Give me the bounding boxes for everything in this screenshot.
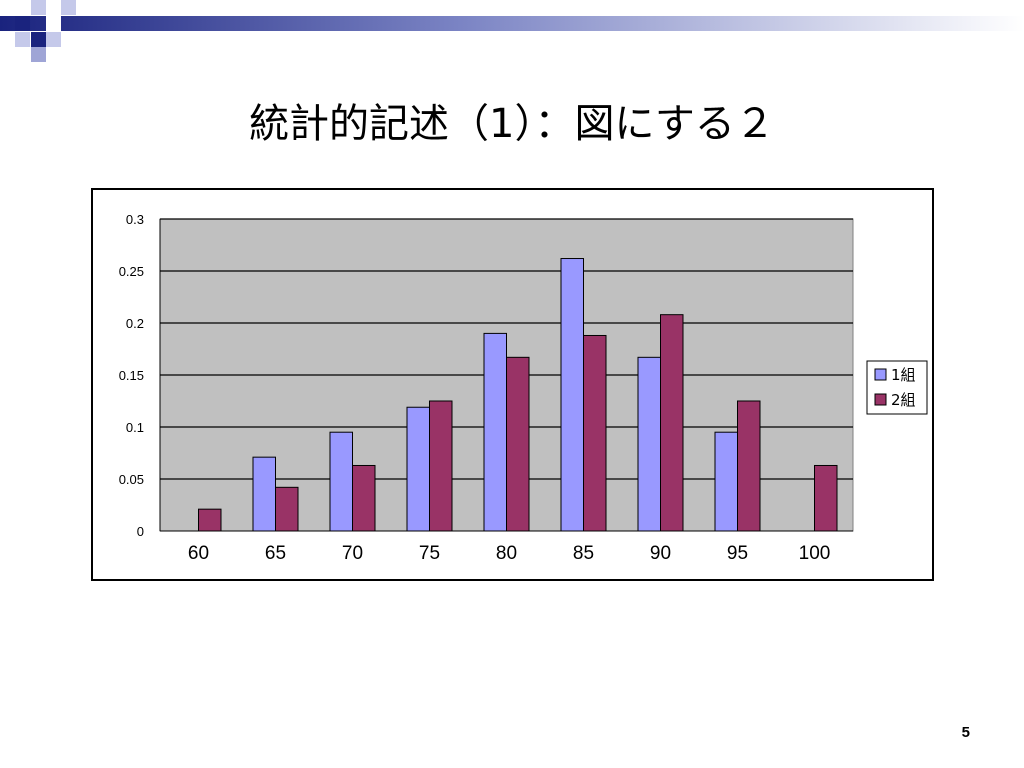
x-tick-label: 80 — [496, 543, 517, 564]
bar-2-75 — [429, 400, 453, 532]
chart-frame: 0 0.05 0.1 0.15 0.2 0.25 0.3 60 65 70 75 80 85 90 95 1… — [91, 188, 934, 581]
bar-2-65 — [275, 486, 299, 532]
header-square — [31, 0, 46, 15]
bar-chart: 0 0.05 0.1 0.15 0.2 0.25 0.3 60 65 70 75 80 85 90 95 1… — [119, 212, 928, 564]
y-tick-label: 0.2 — [126, 316, 144, 331]
y-tick-label: 0.1 — [126, 420, 144, 435]
header-square — [31, 32, 46, 47]
x-axis-tick-labels: 60 65 70 75 80 85 90 95 100 — [188, 543, 830, 564]
x-tick-label: 75 — [419, 543, 440, 564]
bar-2-85 — [583, 334, 607, 532]
x-tick-label: 65 — [265, 543, 286, 564]
y-tick-label: 0.25 — [119, 264, 144, 279]
legend-label: 1組 — [891, 366, 916, 384]
decorative-header-bar — [0, 0, 1024, 62]
y-axis-tick-labels: 0 0.05 0.1 0.15 0.2 0.25 0.3 — [119, 212, 144, 539]
header-gradient-bar — [0, 16, 1024, 31]
header-square — [61, 0, 76, 15]
bar-1-85 — [560, 258, 584, 532]
bar-2-70 — [352, 464, 376, 532]
legend-label: 2組 — [891, 391, 916, 409]
legend-swatch — [874, 393, 887, 406]
bar-1-65 — [252, 456, 276, 532]
y-tick-label: 0.05 — [119, 472, 144, 487]
bar-2-95 — [737, 400, 761, 532]
bar-1-80 — [483, 332, 507, 532]
header-square — [15, 32, 30, 47]
y-tick-label: 0.3 — [126, 212, 144, 227]
bar-1-95 — [714, 431, 738, 532]
x-tick-label: 70 — [342, 543, 363, 564]
bar-2-80 — [506, 356, 530, 532]
header-square — [46, 32, 61, 47]
bar-2-90 — [660, 314, 684, 532]
legend-swatch — [874, 368, 887, 381]
x-tick-label: 60 — [188, 543, 209, 564]
header-square — [31, 47, 46, 62]
x-tick-label: 95 — [727, 543, 748, 564]
slide-title: 統計的記述（1）：図にする２ — [249, 101, 775, 147]
bars — [198, 258, 838, 532]
x-tick-label: 100 — [799, 543, 831, 564]
y-tick-label: 0.15 — [119, 368, 144, 383]
bar-2-100 — [814, 464, 838, 532]
x-tick-label: 85 — [573, 543, 594, 564]
x-tick-label: 90 — [650, 543, 671, 564]
bar-1-75 — [406, 406, 430, 532]
y-tick-label: 0 — [137, 524, 144, 539]
bar-1-90 — [637, 356, 661, 532]
header-square — [15, 16, 30, 31]
header-square — [46, 16, 61, 31]
page-number: 5 — [961, 724, 970, 741]
bar-1-70 — [329, 431, 353, 532]
bar-2-60 — [198, 508, 222, 532]
